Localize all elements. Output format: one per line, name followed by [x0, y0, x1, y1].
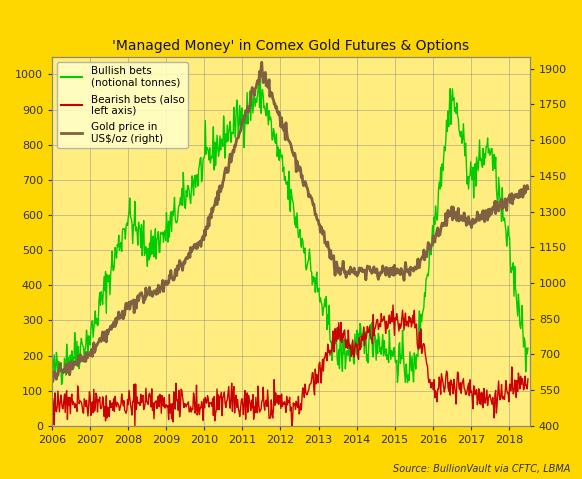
- Text: Source: BullionVault via CFTC, LBMA: Source: BullionVault via CFTC, LBMA: [393, 464, 570, 474]
- Title: 'Managed Money' in Comex Gold Futures & Options: 'Managed Money' in Comex Gold Futures & …: [112, 39, 470, 53]
- Legend: Bullish bets
(notional tonnes), Bearish bets (also
left axis), Gold price in
US$: Bullish bets (notional tonnes), Bearish …: [57, 62, 189, 148]
